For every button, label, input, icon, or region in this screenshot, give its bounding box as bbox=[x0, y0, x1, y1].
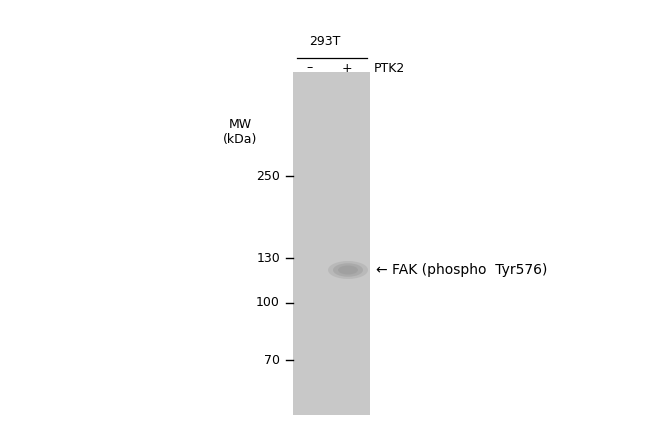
Ellipse shape bbox=[328, 261, 368, 279]
Text: ← FAK (phospho  Tyr576): ← FAK (phospho Tyr576) bbox=[376, 263, 547, 277]
Text: +: + bbox=[342, 61, 352, 75]
Ellipse shape bbox=[338, 265, 358, 274]
Text: 250: 250 bbox=[256, 170, 280, 182]
Text: 100: 100 bbox=[256, 296, 280, 310]
Text: MW
(kDa): MW (kDa) bbox=[223, 118, 257, 146]
Bar bbox=[293, 72, 370, 415]
Text: 293T: 293T bbox=[309, 35, 341, 48]
Text: PTK2: PTK2 bbox=[374, 61, 405, 75]
Text: 70: 70 bbox=[264, 354, 280, 366]
Ellipse shape bbox=[333, 263, 363, 277]
Text: 130: 130 bbox=[256, 251, 280, 265]
Text: –: – bbox=[307, 61, 313, 75]
